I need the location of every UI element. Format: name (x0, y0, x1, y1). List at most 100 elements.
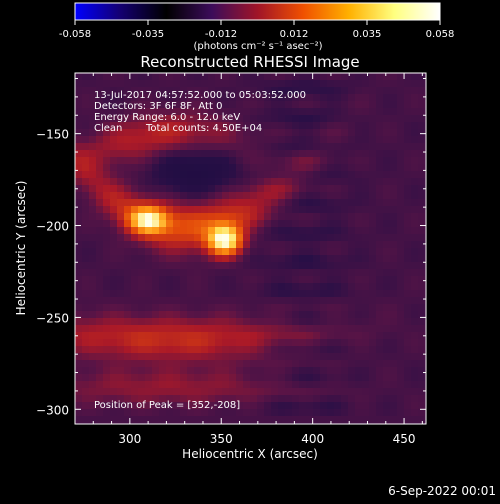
heatmap-pixel (229, 311, 236, 318)
heatmap-pixel (383, 346, 390, 353)
heatmap-pixel (362, 388, 369, 395)
heatmap-pixel (110, 276, 117, 283)
heatmap-pixel (117, 290, 124, 297)
heatmap-pixel (89, 304, 96, 311)
heatmap-pixel (292, 122, 299, 129)
heatmap-pixel (383, 409, 390, 416)
heatmap-pixel (271, 388, 278, 395)
heatmap-pixel (383, 374, 390, 381)
heatmap-pixel (376, 416, 383, 423)
heatmap-pixel (341, 290, 348, 297)
heatmap-pixel (82, 367, 89, 374)
heatmap-pixel (180, 367, 187, 374)
heatmap-pixel (257, 318, 264, 325)
heatmap-pixel (313, 339, 320, 346)
heatmap-pixel (236, 311, 243, 318)
heatmap-pixel (208, 192, 215, 199)
heatmap-pixel (152, 171, 159, 178)
heatmap-pixel (320, 80, 327, 87)
heatmap-pixel (313, 374, 320, 381)
heatmap-pixel (299, 346, 306, 353)
heatmap-pixel (117, 80, 124, 87)
heatmap-pixel (306, 122, 313, 129)
heatmap-pixel (159, 276, 166, 283)
heatmap-pixel (222, 367, 229, 374)
heatmap-pixel (89, 381, 96, 388)
heatmap-pixel (215, 374, 222, 381)
heatmap-pixel (327, 374, 334, 381)
heatmap-pixel (208, 325, 215, 332)
heatmap-pixel (89, 283, 96, 290)
heatmap-pixel (117, 283, 124, 290)
heatmap-pixel (250, 213, 257, 220)
heatmap-pixel (243, 269, 250, 276)
heatmap-pixel (236, 220, 243, 227)
heatmap-pixel (138, 367, 145, 374)
heatmap-pixel (411, 213, 418, 220)
heatmap-pixel (229, 220, 236, 227)
heatmap-pixel (124, 311, 131, 318)
heatmap-pixel (383, 115, 390, 122)
heatmap-pixel (215, 360, 222, 367)
heatmap-pixel (194, 353, 201, 360)
heatmap-pixel (306, 262, 313, 269)
heatmap-pixel (404, 136, 411, 143)
heatmap-pixel (285, 395, 292, 402)
heatmap-pixel (292, 409, 299, 416)
heatmap-pixel (187, 290, 194, 297)
heatmap-pixel (411, 164, 418, 171)
heatmap-pixel (152, 73, 159, 80)
colorbar-tick-label: -0.012 (205, 29, 237, 40)
heatmap-pixel (334, 192, 341, 199)
heatmap-pixel (180, 234, 187, 241)
heatmap-pixel (131, 339, 138, 346)
heatmap-pixel (229, 262, 236, 269)
heatmap-pixel (278, 164, 285, 171)
heatmap-pixel (369, 171, 376, 178)
heatmap-pixel (131, 332, 138, 339)
heatmap-pixel (131, 241, 138, 248)
heatmap-pixel (82, 395, 89, 402)
heatmap-pixel (180, 185, 187, 192)
heatmap-pixel (145, 339, 152, 346)
heatmap-pixel (187, 416, 194, 423)
heatmap-pixel (194, 164, 201, 171)
heatmap-pixel (180, 220, 187, 227)
heatmap-pixel (75, 108, 82, 115)
heatmap-pixel (257, 374, 264, 381)
heatmap-pixel (285, 381, 292, 388)
heatmap-pixel (173, 339, 180, 346)
heatmap-pixel (355, 409, 362, 416)
heatmap-pixel (145, 192, 152, 199)
heatmap-pixel (404, 395, 411, 402)
heatmap-pixel (138, 381, 145, 388)
heatmap-pixel (124, 339, 131, 346)
heatmap-pixel (110, 80, 117, 87)
heatmap-pixel (306, 395, 313, 402)
heatmap-pixel (145, 381, 152, 388)
heatmap-pixel (404, 318, 411, 325)
heatmap-pixel (320, 241, 327, 248)
heatmap-pixel (250, 325, 257, 332)
heatmap-pixel (355, 276, 362, 283)
heatmap-pixel (348, 122, 355, 129)
heatmap-pixel (124, 381, 131, 388)
heatmap-pixel (292, 143, 299, 150)
heatmap-pixel (166, 339, 173, 346)
heatmap-pixel (264, 192, 271, 199)
heatmap-pixel (369, 199, 376, 206)
heatmap-pixel (320, 416, 327, 423)
heatmap-pixel (166, 185, 173, 192)
heatmap-pixel (334, 269, 341, 276)
heatmap-pixel (138, 150, 145, 157)
heatmap-pixel (257, 262, 264, 269)
heatmap-pixel (131, 416, 138, 423)
heatmap-pixel (117, 262, 124, 269)
heatmap-pixel (334, 409, 341, 416)
heatmap-pixel (194, 255, 201, 262)
heatmap-pixel (82, 381, 89, 388)
heatmap-pixel (397, 304, 404, 311)
heatmap-pixel (96, 157, 103, 164)
heatmap-pixel (418, 178, 425, 185)
heatmap-pixel (390, 213, 397, 220)
